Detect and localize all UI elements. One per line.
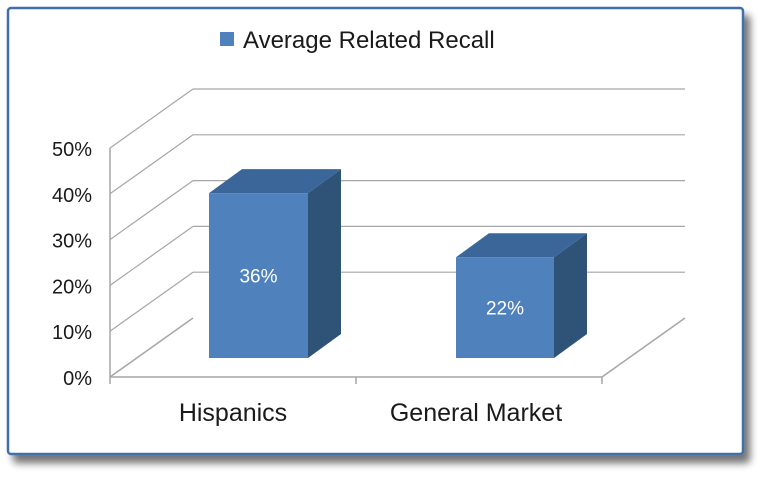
gridline-depth [109, 134, 194, 195]
bar-hispanics: 36% [209, 169, 341, 358]
bar-side-hispanics [308, 169, 341, 358]
legend: Average Related Recall [220, 27, 495, 54]
bar-top-hispanics [209, 169, 341, 194]
y-tick-20pct: 20% [52, 276, 92, 298]
gridline-depth [109, 88, 194, 149]
bar-side-general-market [554, 233, 587, 358]
bar-top-general-market [456, 233, 587, 258]
y-tick-30pct: 30% [52, 231, 92, 253]
bar-general-market: 22% [456, 233, 587, 358]
data-label-hispanics: 36% [239, 267, 277, 288]
x-tick-label-hispanics: Hispanics [179, 399, 287, 427]
bar-front-hispanics [209, 193, 308, 358]
x-tick-label-general-market: General Market [390, 399, 562, 427]
y-tick-10pct: 10% [52, 322, 92, 344]
data-label-general-market: 22% [486, 299, 524, 320]
gridline-depth [109, 271, 194, 332]
y-tick-40pct: 40% [52, 185, 92, 207]
y-tick-0pct: 0% [63, 368, 92, 390]
bar-front-general-market [456, 257, 554, 358]
bars: 36% 22% [209, 169, 587, 358]
chart-border [6, 6, 745, 456]
legend-label: Average Related Recall [243, 27, 495, 54]
y-axis-ticks: 0% 10% 20% 30% 40% 50% [52, 139, 92, 390]
floor-right-edge [601, 317, 686, 378]
gridline-depth [109, 225, 194, 286]
floor-left-edge [109, 317, 194, 378]
legend-swatch [220, 32, 234, 46]
x-axis [109, 148, 686, 384]
gridline-depth [109, 180, 194, 241]
y-tick-50pct: 50% [52, 139, 92, 161]
